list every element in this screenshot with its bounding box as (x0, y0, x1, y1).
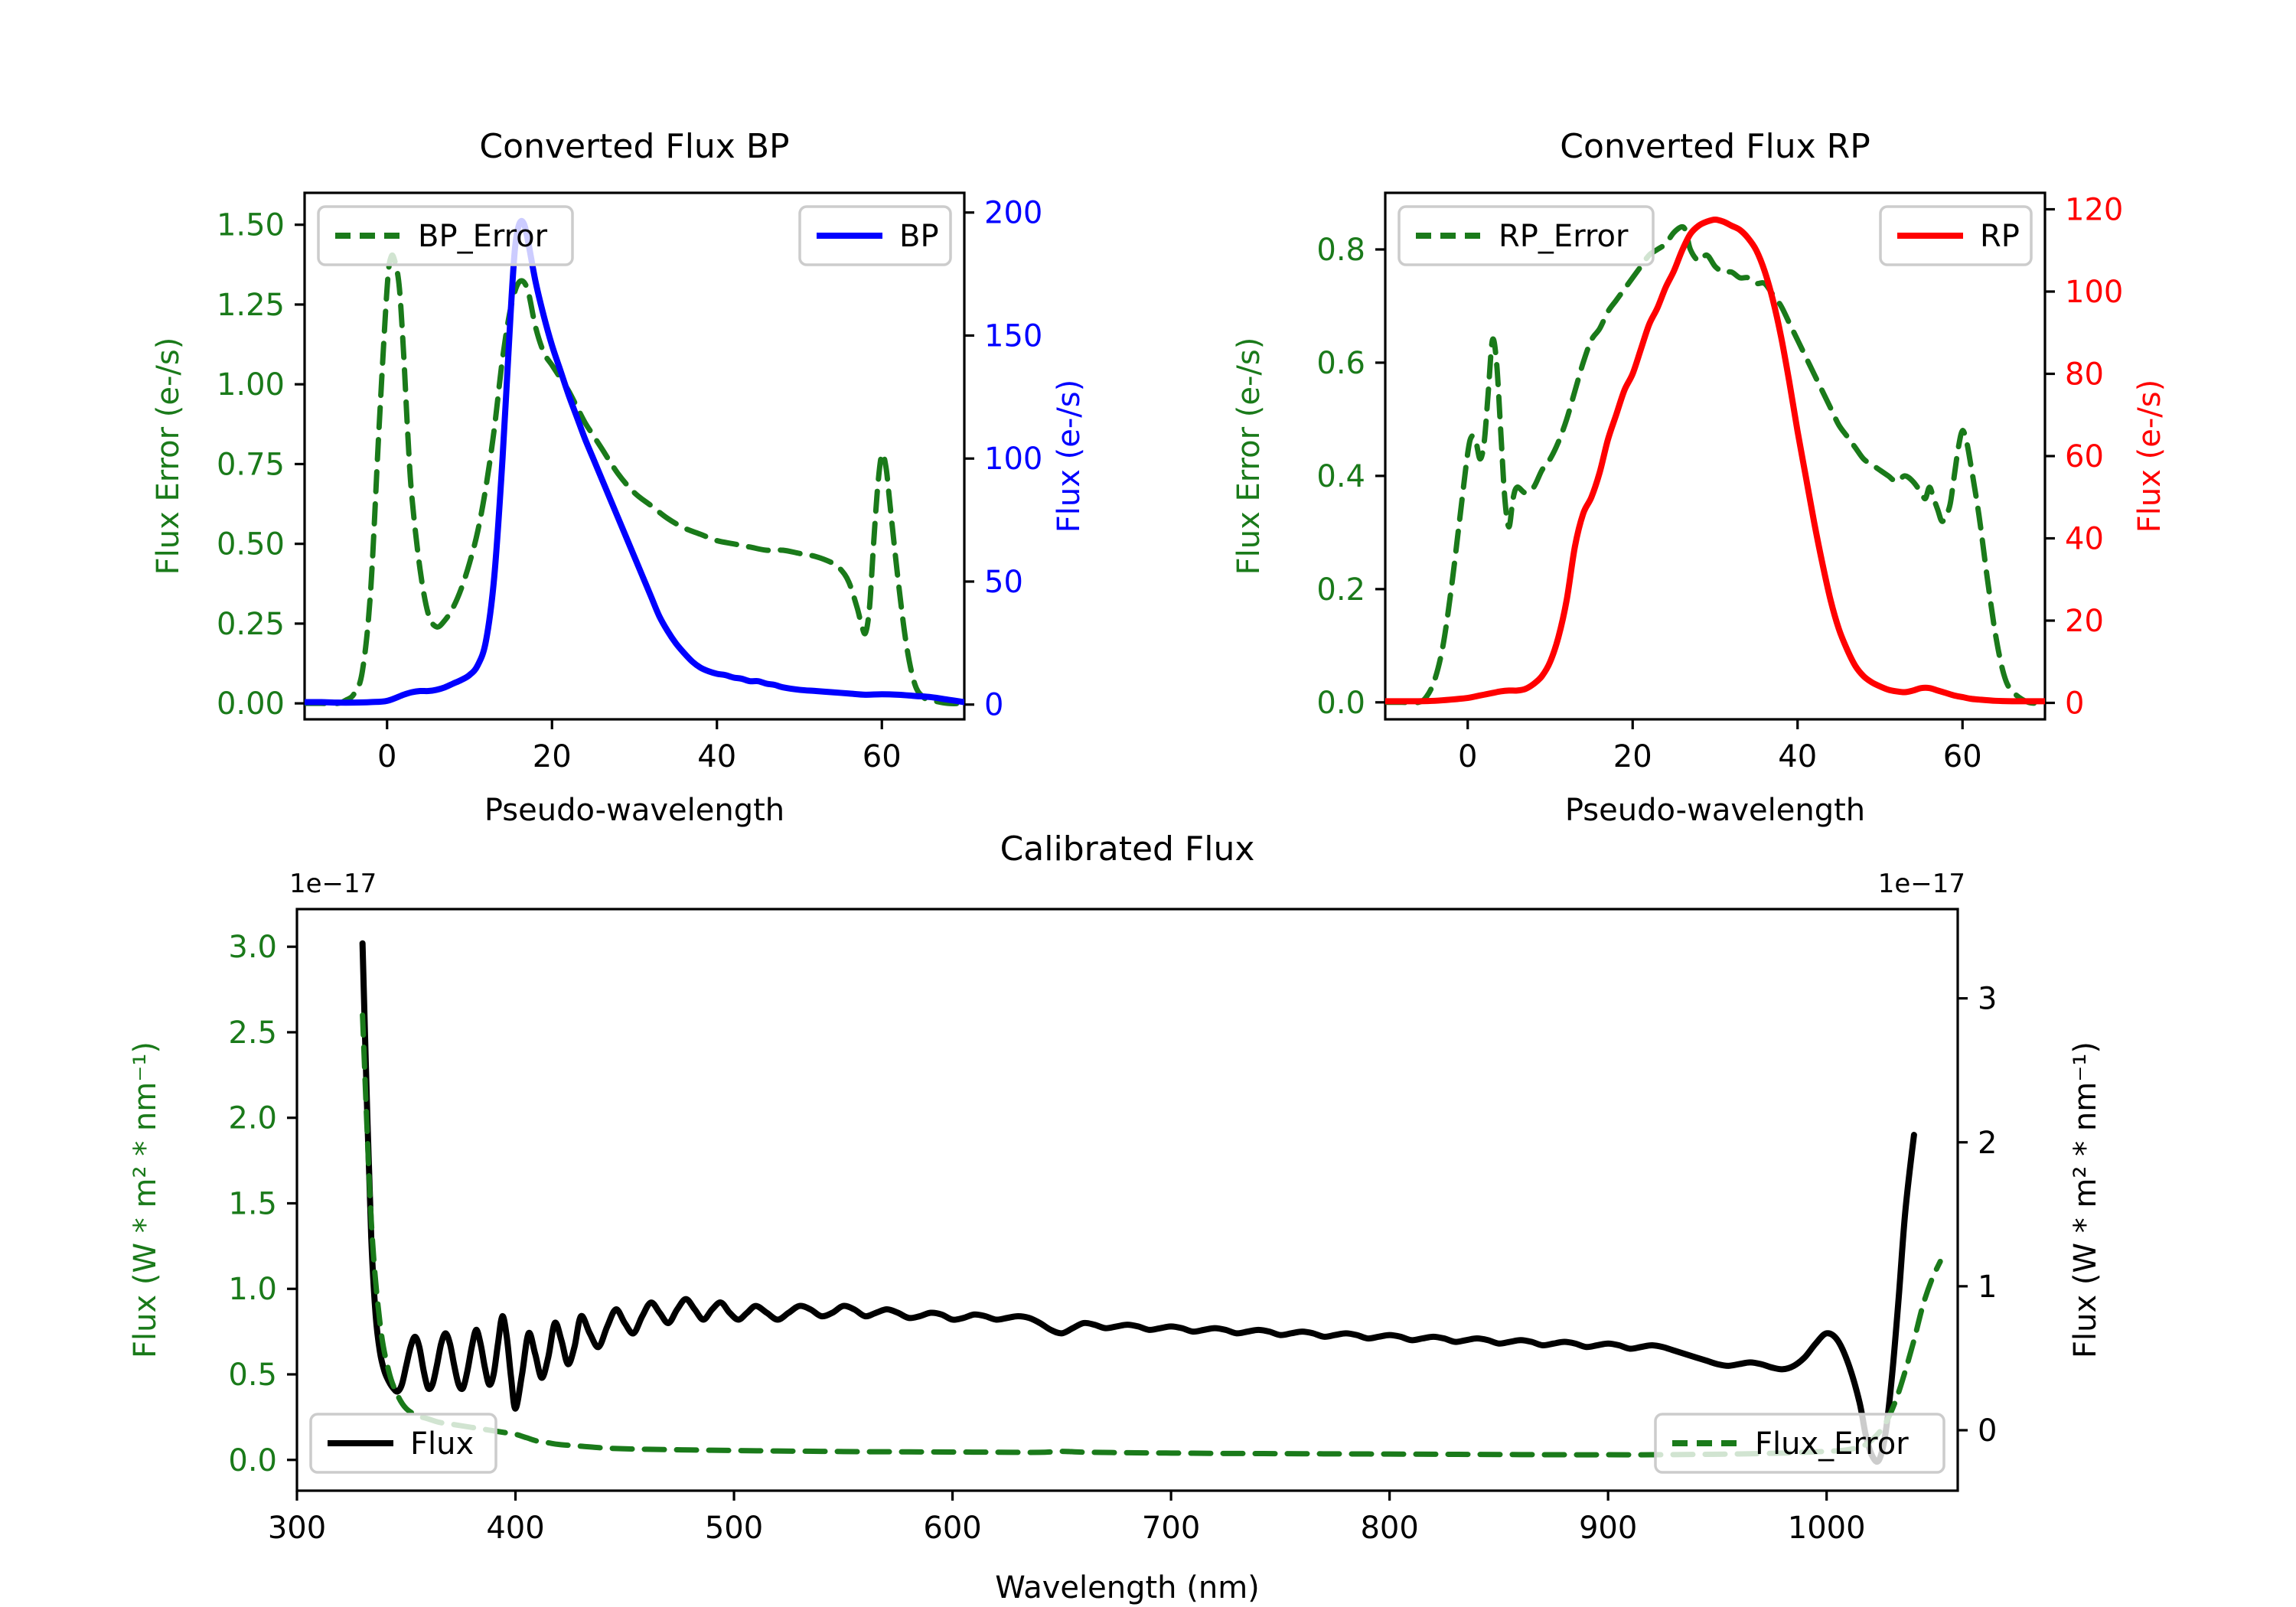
x-tick-label: 60 (863, 739, 902, 774)
y-tick-label-right: 20 (2065, 604, 2104, 639)
legend-label: BP_Error (418, 219, 548, 254)
legend-label: Flux (410, 1426, 474, 1462)
panel-title: Converted Flux RP (1560, 127, 1870, 166)
x-tick-label: 20 (1613, 739, 1652, 774)
y-axis-label-left: Flux (W * m² * nm⁻¹) (128, 1041, 163, 1358)
y-tick-label-right: 1 (1978, 1270, 1997, 1305)
panel-title: Calibrated Flux (1000, 830, 1255, 869)
series-bp (305, 217, 964, 706)
legend-flux[interactable]: Flux (309, 1413, 497, 1474)
legend-rp_error[interactable]: RP_Error (1397, 205, 1655, 266)
y-tick-label-right: 100 (2065, 275, 2123, 310)
y-tick-label-right: 60 (2065, 439, 2104, 474)
y-tick-label-left: 0.75 (217, 447, 285, 482)
x-tick-label: 1000 (1788, 1511, 1866, 1546)
x-tick-label: 900 (1579, 1511, 1637, 1546)
y-tick-label-left: 0.50 (217, 527, 285, 562)
y-tick-label-left: 1.50 (217, 208, 285, 243)
x-axis-label: Pseudo-wavelength (484, 793, 784, 828)
legend-rp[interactable]: RP (1879, 205, 2033, 266)
x-tick-label: 700 (1142, 1511, 1200, 1546)
x-tick-label: 500 (705, 1511, 763, 1546)
y-tick-label-right: 150 (984, 318, 1042, 354)
y-tick-label-right: 80 (2065, 357, 2104, 393)
series-flux_error (360, 1012, 1943, 1458)
y-tick-label-left: 1.00 (217, 367, 285, 403)
x-axis-label: Wavelength (nm) (995, 1570, 1260, 1605)
exponent-label-right: 1e−17 (1878, 869, 1965, 899)
x-tick-label: 40 (1778, 739, 1817, 774)
x-tick-label: 20 (533, 739, 572, 774)
x-tick-label: 0 (1458, 739, 1477, 774)
series-rp (1385, 216, 2045, 705)
y-tick-label-right: 100 (984, 442, 1042, 477)
legend-label: Flux_Error (1755, 1426, 1909, 1462)
y-tick-label-left: 0.25 (217, 607, 285, 642)
y-tick-label-left: 1.25 (217, 288, 285, 323)
y-tick-label-right: 0 (984, 688, 1003, 723)
legend-label: RP (1980, 219, 2020, 254)
series-rp_error (1385, 223, 2045, 706)
exponent-label-left: 1e−17 (289, 869, 377, 899)
y-tick-label-left: 0.8 (1316, 233, 1365, 268)
y-tick-label-left: 0.00 (217, 686, 285, 722)
y-tick-label-right: 2 (1978, 1126, 1997, 1161)
x-tick-label: 400 (486, 1511, 544, 1546)
y-tick-label-left: 1.0 (228, 1272, 277, 1307)
y-tick-label-left: 1.5 (228, 1186, 277, 1221)
legend-flux-error[interactable]: Flux_Error (1654, 1413, 1945, 1474)
legend-label: BP (899, 219, 939, 254)
legend-label: RP_Error (1499, 219, 1629, 254)
y-tick-label-left: 0.0 (228, 1443, 277, 1478)
y-tick-label-right: 120 (2065, 193, 2123, 228)
x-tick-label: 60 (1943, 739, 1982, 774)
x-tick-label: 40 (697, 739, 736, 774)
legend-bp_error[interactable]: BP_Error (317, 205, 574, 266)
y-axis-label-right: Flux (e-/s) (2132, 380, 2167, 533)
y-tick-label-left: 0.5 (228, 1358, 277, 1393)
y-tick-label-left: 2.5 (228, 1015, 277, 1051)
y-tick-label-left: 0.6 (1316, 346, 1365, 381)
y-tick-label-right: 200 (984, 196, 1042, 231)
y-tick-label-right: 0 (1978, 1413, 1997, 1449)
axes-frame (1384, 191, 2047, 721)
y-tick-label-left: 3.0 (228, 930, 277, 965)
y-tick-label-right: 50 (984, 565, 1023, 600)
x-tick-label: 0 (377, 739, 396, 774)
y-axis-label-left: Flux Error (e-/s) (1231, 337, 1267, 575)
y-axis-label-left: Flux Error (e-/s) (151, 337, 186, 575)
y-tick-label-left: 2.0 (228, 1101, 277, 1136)
y-tick-label-right: 3 (1978, 982, 1997, 1017)
y-tick-label-right: 40 (2065, 522, 2104, 557)
legend-bp[interactable]: BP (798, 205, 952, 266)
axes-frame (295, 908, 1959, 1492)
y-tick-label-right: 0 (2065, 686, 2084, 722)
y-axis-label-right: Flux (e-/s) (1052, 380, 1087, 533)
axes-frame (303, 191, 966, 721)
y-tick-label-left: 0.2 (1316, 572, 1365, 608)
y-tick-label-left: 0.0 (1316, 686, 1365, 721)
x-tick-label: 600 (923, 1511, 981, 1546)
y-axis-label-right: Flux (W * m² * nm⁻¹) (2068, 1041, 2103, 1358)
x-tick-label: 800 (1360, 1511, 1418, 1546)
x-axis-label: Pseudo-wavelength (1565, 793, 1865, 828)
x-tick-label: 300 (268, 1511, 326, 1546)
series-bp_error (305, 252, 964, 706)
panel-title: Converted Flux BP (479, 127, 789, 166)
series-flux (359, 940, 1917, 1465)
y-tick-label-left: 0.4 (1316, 459, 1365, 494)
